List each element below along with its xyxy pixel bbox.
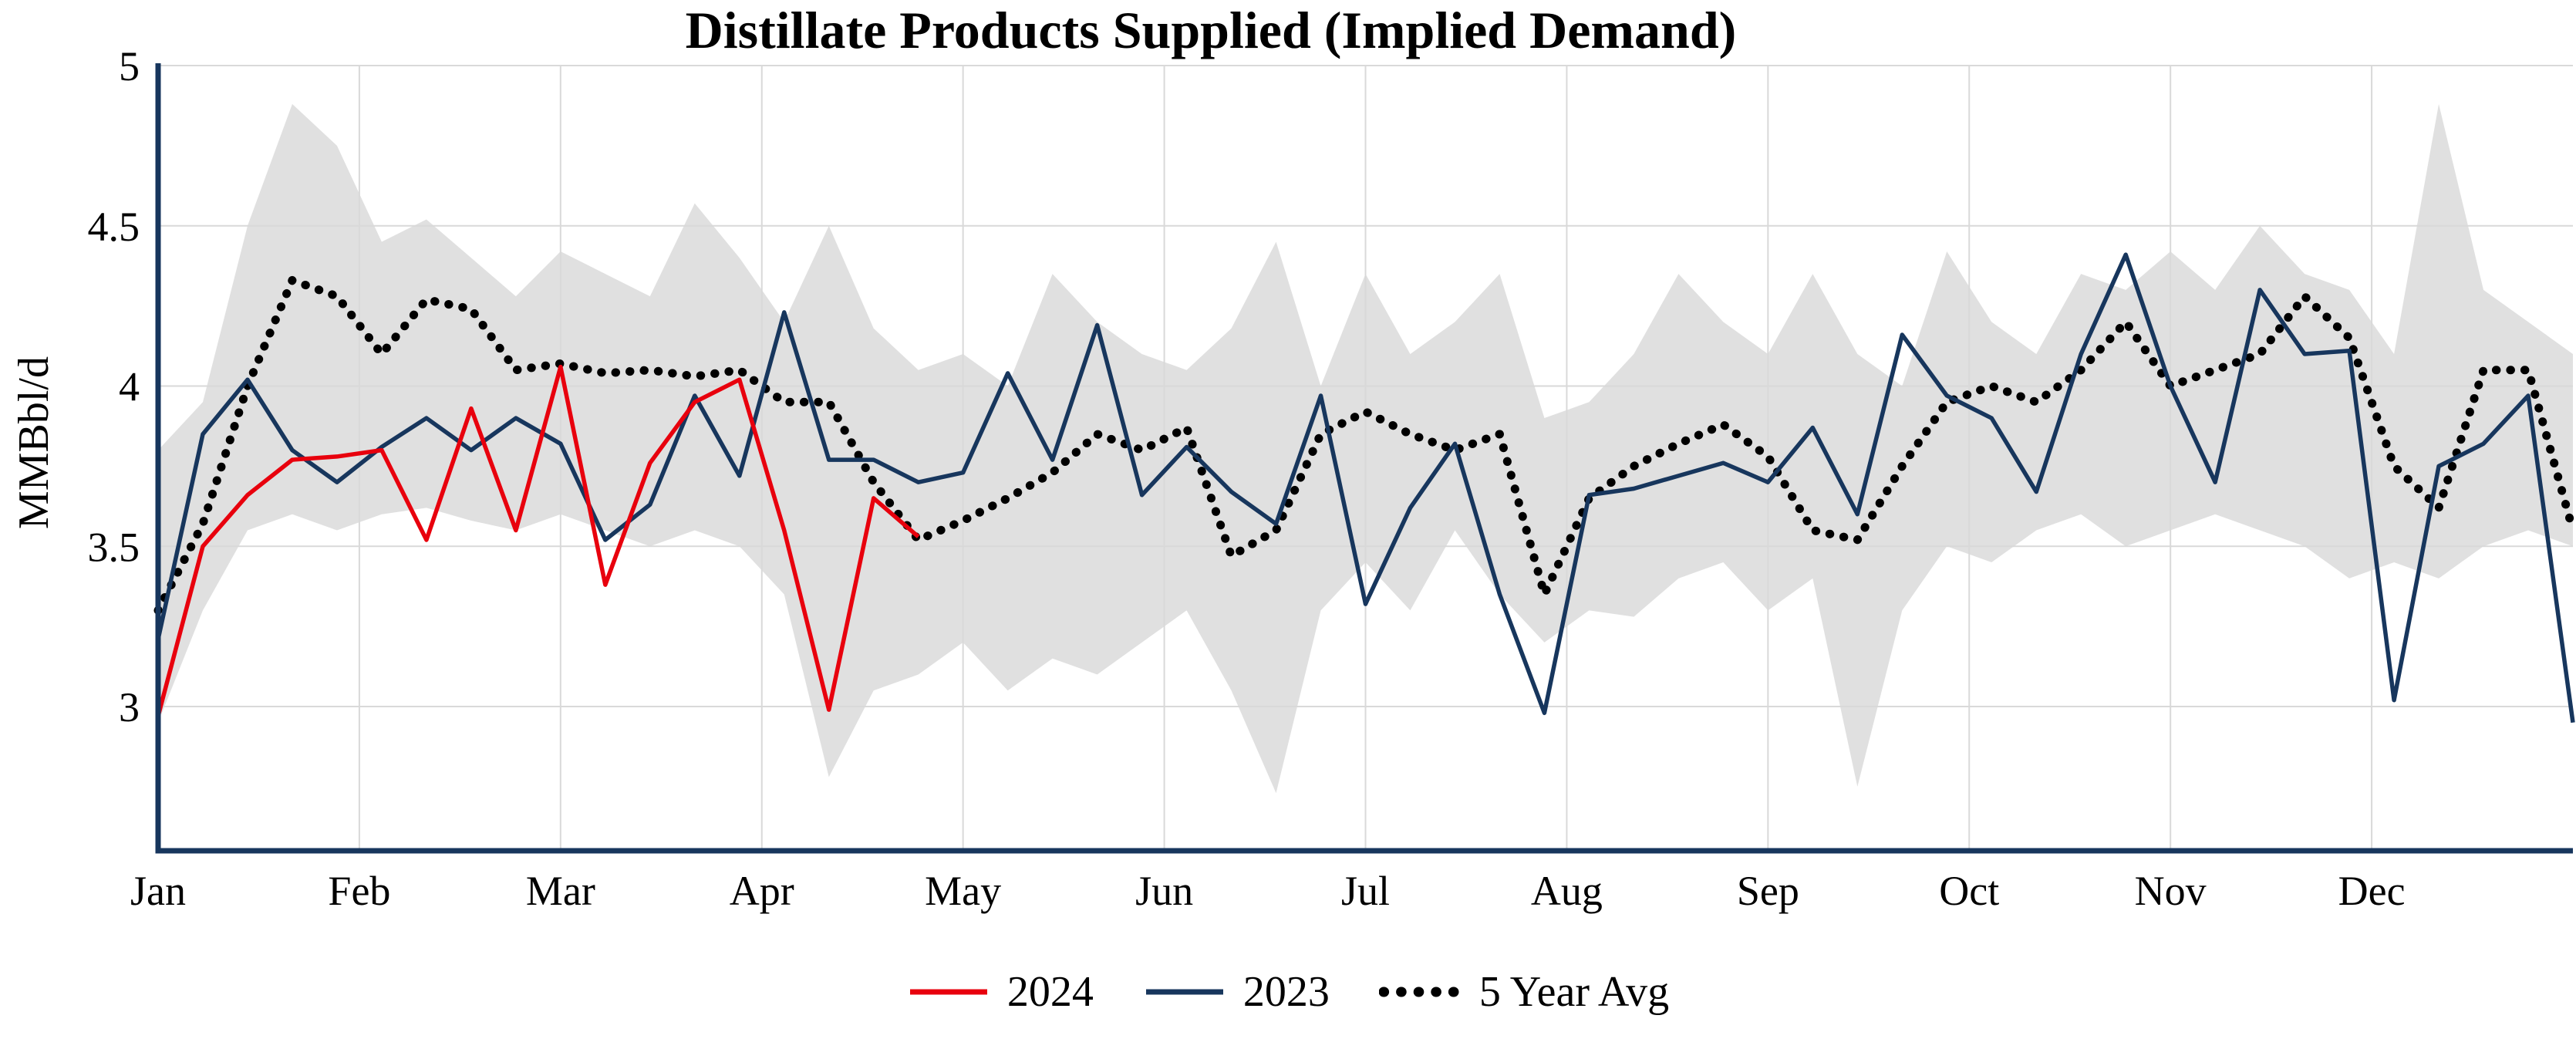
x-tick-label-aug: Aug bbox=[1531, 868, 1603, 914]
y-tick-label: 5 bbox=[119, 43, 140, 89]
chart-title: Distillate Products Supplied (Implied De… bbox=[685, 1, 1737, 59]
x-tick-label-mar: Mar bbox=[526, 868, 595, 914]
y-tick-label: 4.5 bbox=[88, 204, 140, 250]
range-band-area bbox=[158, 103, 2573, 794]
legend: 2024 2023 5 Year Avg bbox=[0, 967, 2576, 1017]
legend-swatch-2023-line bbox=[1145, 989, 1223, 995]
series-line-2024 bbox=[156, 364, 920, 717]
x-tick-label-jul: Jul bbox=[1341, 868, 1390, 914]
legend-swatch-2024-line bbox=[909, 989, 987, 995]
x-tick-label-oct: Oct bbox=[1939, 868, 1999, 914]
x-tick-label-feb: Feb bbox=[328, 868, 390, 914]
legend-label-5yr-avg: 5 Year Avg bbox=[1479, 968, 1670, 1016]
y-tick-label: 3.5 bbox=[88, 524, 140, 570]
x-tick-label-apr: Apr bbox=[730, 868, 794, 914]
x-tick-label-sep: Sep bbox=[1737, 868, 1799, 914]
y-tick-label: 3 bbox=[119, 684, 140, 730]
x-tick-label-dec: Dec bbox=[2338, 868, 2406, 914]
series-line-2023 bbox=[156, 252, 2575, 724]
y-tick-label: 4 bbox=[119, 364, 140, 410]
x-tick-label-may: May bbox=[925, 868, 1001, 914]
legend-label-2024: 2024 bbox=[1006, 968, 1094, 1016]
x-tick-label-jan: Jan bbox=[130, 868, 186, 914]
legend-swatch-5yr-avg-dotted-line bbox=[1378, 987, 1462, 997]
x-tick-label-jun: Jun bbox=[1135, 868, 1193, 914]
legend-label-2023: 2023 bbox=[1242, 968, 1330, 1016]
legend-item-2024: 2024 bbox=[907, 967, 1094, 1017]
legend-item-5yr-avg: 5 Year Avg bbox=[1378, 967, 1670, 1017]
x-tick-label-nov: Nov bbox=[2135, 868, 2207, 914]
legend-item-2023: 2023 bbox=[1143, 967, 1330, 1017]
